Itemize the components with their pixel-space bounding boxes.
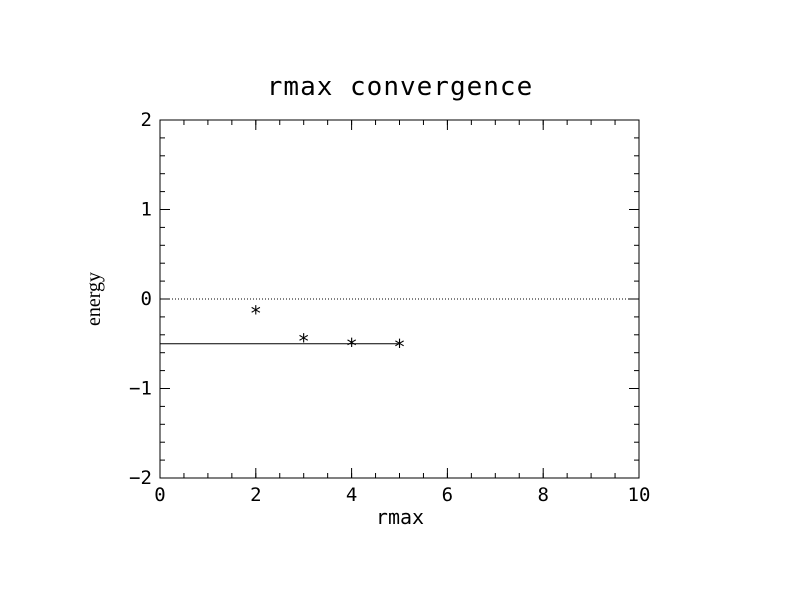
data-points: * * * * <box>250 302 406 359</box>
y-tick-label: −1 <box>129 378 152 400</box>
data-point: * <box>298 329 310 353</box>
x-tick-label: 6 <box>442 484 453 506</box>
x-tick-label: 10 <box>628 484 651 506</box>
y-tick-label: 0 <box>141 288 152 310</box>
x-tick-label: 0 <box>154 484 165 506</box>
y-tick-label: 2 <box>141 109 152 131</box>
reference-lines <box>160 298 639 345</box>
x-tick-label: 8 <box>537 484 548 506</box>
y-tick-labels: −2 −1 0 1 2 <box>129 109 152 489</box>
minor-ticks <box>159 119 640 479</box>
y-tick-label: 1 <box>141 199 152 221</box>
chart-title: rmax convergence <box>267 72 533 102</box>
data-point: * <box>250 302 262 326</box>
plot-frame <box>159 119 640 479</box>
x-tick-labels: 0 2 4 6 8 10 <box>154 484 650 506</box>
data-point: * <box>346 334 358 358</box>
major-ticks <box>159 119 640 479</box>
x-axis-label: rmax <box>376 505 424 529</box>
x-tick-label: 2 <box>250 484 261 506</box>
y-tick-label: −2 <box>129 467 152 489</box>
data-point: * <box>393 335 405 359</box>
x-tick-label: 4 <box>346 484 357 506</box>
y-axis-label: energy <box>83 272 105 326</box>
